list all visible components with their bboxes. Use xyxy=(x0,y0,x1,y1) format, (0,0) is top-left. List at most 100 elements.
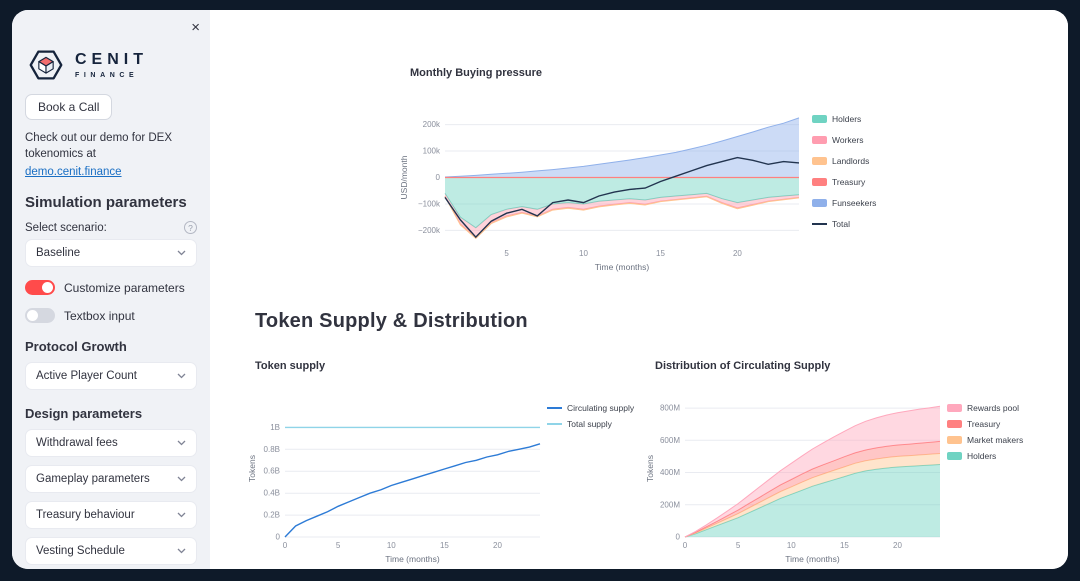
legend-label: Total xyxy=(832,218,850,229)
svg-text:Time (months): Time (months) xyxy=(595,262,650,272)
legend-label: Holders xyxy=(967,451,997,461)
withdrawal-fees-select[interactable]: Withdrawal fees xyxy=(25,429,197,458)
svg-text:10: 10 xyxy=(787,541,796,550)
svg-text:15: 15 xyxy=(840,541,849,550)
svg-text:0: 0 xyxy=(276,533,281,542)
treasury-behaviour-select[interactable]: Treasury behaviour xyxy=(25,501,197,530)
legend-item-market-makers[interactable]: Market makers xyxy=(947,435,1023,445)
svg-text:20: 20 xyxy=(893,541,902,550)
vesting-schedule-select[interactable]: Vesting Schedule xyxy=(25,537,197,566)
scenario-select-value: Baseline xyxy=(36,247,81,260)
svg-text:0: 0 xyxy=(676,533,681,542)
toggle-switch-off[interactable] xyxy=(25,308,55,324)
svg-text:600M: 600M xyxy=(660,436,680,445)
sidebar-close-icon[interactable]: × xyxy=(191,19,200,36)
distribution-legend: Rewards pool Treasury Market makers Holders xyxy=(947,400,1023,464)
svg-text:5: 5 xyxy=(736,541,741,550)
select-value: Treasury behaviour xyxy=(36,509,135,522)
svg-text:−100k: −100k xyxy=(418,200,441,209)
help-icon[interactable]: ? xyxy=(184,221,197,235)
svg-text:0.8B: 0.8B xyxy=(264,445,280,454)
chevron-down-icon xyxy=(177,373,186,379)
svg-text:0.2B: 0.2B xyxy=(264,511,280,520)
select-value: Vesting Schedule xyxy=(36,545,125,558)
legend-swatch xyxy=(947,452,962,460)
protocol-growth-heading: Protocol Growth xyxy=(25,339,127,355)
legend-item-total[interactable]: Total xyxy=(812,219,876,229)
app-window: × CENIT FINANCE Book a Call Check out ou… xyxy=(12,10,1068,569)
svg-text:15: 15 xyxy=(440,541,449,550)
chevron-down-icon xyxy=(177,512,186,518)
token-supply-chart[interactable]: 0 0.2B 0.4B 0.6B 0.8B 1B 0 5 10 15 20 Tokens Time (m… xyxy=(245,386,550,569)
cenit-logo-icon xyxy=(29,50,63,80)
active-player-count-select[interactable]: Active Player Count xyxy=(25,362,197,391)
token-supply-chart-title: Token supply xyxy=(255,360,326,372)
svg-text:0.6B: 0.6B xyxy=(264,467,280,476)
legend-label: Landlords xyxy=(832,155,870,166)
svg-text:−200k: −200k xyxy=(418,226,441,235)
cenit-logo: CENIT FINANCE xyxy=(25,44,197,86)
promo-text: Check out our demo for DEX tokenomics at xyxy=(25,132,173,161)
main-content: Monthly Buying pressure −200k −100k 0 100k 2… xyxy=(210,10,1068,569)
svg-text:1B: 1B xyxy=(270,423,280,432)
gameplay-parameters-select[interactable]: Gameplay parameters xyxy=(25,465,197,494)
legend-swatch xyxy=(812,135,827,144)
svg-text:15: 15 xyxy=(656,249,665,258)
legend-swatch xyxy=(812,114,827,123)
legend-item-rewards-pool[interactable]: Rewards pool xyxy=(947,403,1023,413)
demo-link[interactable]: demo.cenit.finance xyxy=(25,166,122,179)
distribution-chart-title: Distribution of Circulating Supply xyxy=(655,360,831,372)
svg-text:100k: 100k xyxy=(423,147,441,156)
svg-text:10: 10 xyxy=(579,249,588,258)
legend-item-holders[interactable]: Holders xyxy=(947,451,1023,461)
select-scenario-label: Select scenario: xyxy=(25,221,107,234)
svg-text:Time (months): Time (months) xyxy=(385,554,440,564)
design-parameters-heading: Design parameters xyxy=(25,406,143,422)
toggle-knob xyxy=(27,310,38,322)
book-a-call-button[interactable]: Book a Call xyxy=(25,94,113,120)
legend-swatch xyxy=(547,407,562,409)
toggle-textbox-input[interactable]: Textbox input xyxy=(25,308,197,324)
chevron-down-icon xyxy=(177,476,186,482)
select-value: Gameplay parameters xyxy=(36,473,150,486)
monthly-buying-pressure-chart[interactable]: −200k −100k 0 100k 200k 5 10 15 20 USD/month Time … xyxy=(397,98,809,280)
legend-label: Market makers xyxy=(967,435,1024,445)
svg-text:Tokens: Tokens xyxy=(645,455,655,482)
chevron-down-icon xyxy=(177,440,186,446)
simulation-parameters-heading: Simulation parameters xyxy=(25,194,187,212)
legend-swatch xyxy=(812,198,827,207)
svg-text:0: 0 xyxy=(436,173,441,182)
legend-item-landlords[interactable]: Landlords xyxy=(812,156,876,166)
select-value: Withdrawal fees xyxy=(36,437,118,450)
legend-item-total-supply[interactable]: Total supply xyxy=(547,419,634,429)
buying-pressure-legend: Holders Workers Landlords Treasury Funseeker… xyxy=(812,108,876,234)
toggle-label: Customize parameters xyxy=(64,280,185,295)
logo-title: CENIT xyxy=(75,51,148,68)
circulating-supply-distribution-chart[interactable]: 0 200M 400M 600M 800M 0 5 10 15 20 Tokens Time (mon… xyxy=(643,386,948,569)
toggle-customize-parameters[interactable]: Customize parameters xyxy=(25,280,197,296)
svg-text:5: 5 xyxy=(336,541,341,550)
legend-label: Funseekers xyxy=(832,197,877,208)
legend-swatch xyxy=(812,222,827,225)
legend-item-workers[interactable]: Workers xyxy=(812,135,876,145)
legend-swatch xyxy=(947,404,962,412)
legend-swatch xyxy=(947,420,962,428)
select-value: Active Player Count xyxy=(36,370,137,383)
svg-text:0: 0 xyxy=(283,541,288,550)
legend-item-funseekers[interactable]: Funseekers xyxy=(812,198,876,208)
scenario-select[interactable]: Baseline xyxy=(25,239,197,268)
legend-swatch xyxy=(547,423,562,425)
toggle-knob xyxy=(42,282,53,294)
svg-text:200M: 200M xyxy=(660,500,680,509)
legend-item-treasury[interactable]: Treasury xyxy=(812,177,876,187)
legend-label: Total supply xyxy=(567,419,612,429)
chevron-down-icon xyxy=(177,250,186,256)
legend-item-holders[interactable]: Holders xyxy=(812,114,876,124)
svg-text:200k: 200k xyxy=(423,120,441,129)
legend-item-treasury[interactable]: Treasury xyxy=(947,419,1023,429)
section-heading: Token Supply & Distribution xyxy=(255,310,528,332)
legend-label: Circulating supply xyxy=(567,403,635,413)
toggle-switch-on[interactable] xyxy=(25,280,55,296)
legend-item-circulating-supply[interactable]: Circulating supply xyxy=(547,403,634,413)
